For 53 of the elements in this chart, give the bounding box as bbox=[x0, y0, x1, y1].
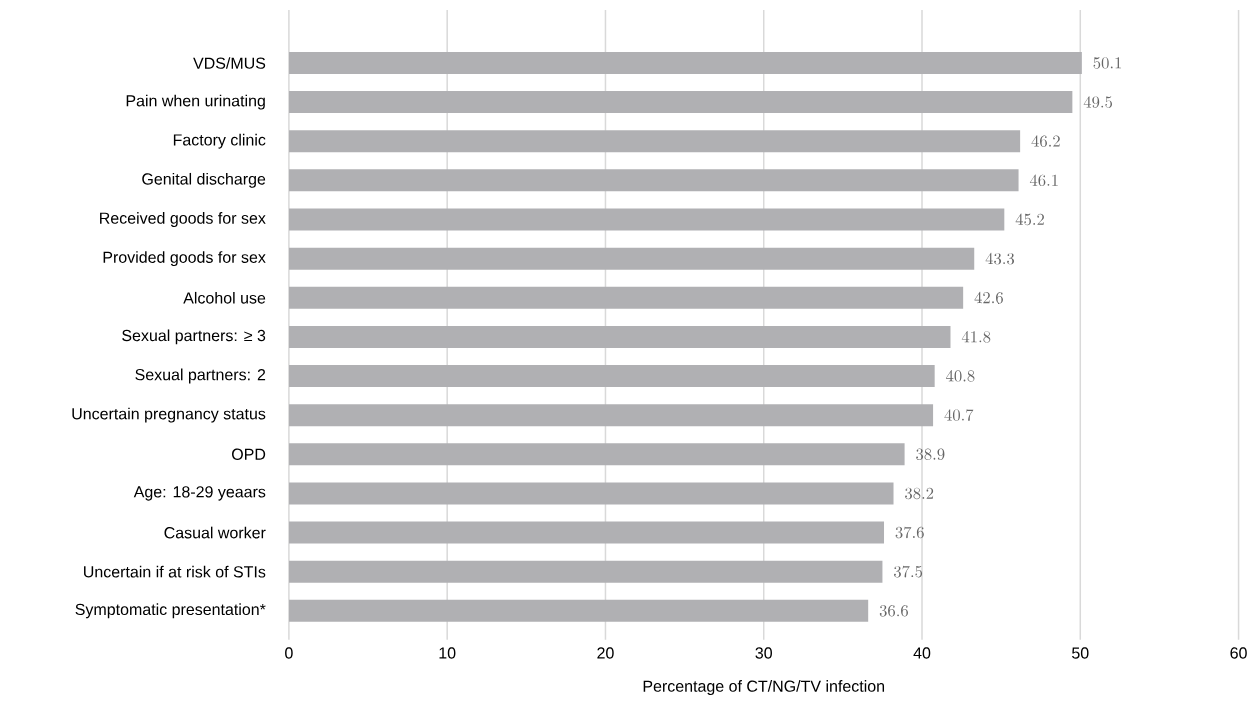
y-tick-label: Received goods for sex bbox=[100, 212, 266, 228]
data-label: 38.2 bbox=[905, 487, 934, 500]
bar bbox=[288, 560, 883, 583]
x-tick-label: 60 bbox=[1230, 647, 1247, 659]
x-axis-title: Percentage of CT/NG/TV infection bbox=[643, 680, 885, 696]
bar bbox=[288, 521, 885, 544]
bar bbox=[288, 443, 905, 466]
y-tick-label: Symptomatic presentation* bbox=[75, 603, 266, 619]
data-label: 37.5 bbox=[894, 565, 923, 578]
bar bbox=[288, 52, 1082, 75]
y-tick-label: Genital discharge bbox=[142, 173, 266, 188]
data-label: 40.8 bbox=[946, 370, 975, 382]
x-tick-label: 30 bbox=[755, 647, 772, 659]
bar bbox=[288, 169, 1019, 192]
bar bbox=[288, 404, 934, 427]
y-tick-label: Pain when urinating bbox=[126, 94, 265, 110]
x-tick-label: 20 bbox=[597, 647, 614, 659]
data-label: 50. 1 bbox=[1093, 57, 1122, 69]
data-label: 38.9 bbox=[916, 448, 945, 461]
x-tick-label: 40 bbox=[913, 647, 931, 659]
y-tick-label: Alcohol use bbox=[183, 292, 266, 304]
y-tick-label: Sexual partners: 2 bbox=[135, 368, 266, 384]
data-label: 40.7 bbox=[944, 409, 974, 421]
y-tick-label: Age: 18-29 yeaars bbox=[133, 486, 266, 501]
bar bbox=[288, 326, 951, 349]
bar bbox=[288, 247, 975, 270]
bar bbox=[288, 365, 935, 388]
y-tick-label: Provided goods for sex bbox=[103, 251, 266, 267]
bar bbox=[288, 130, 1021, 153]
bar bbox=[288, 91, 1073, 114]
y-tick-label: Casual worker bbox=[164, 526, 266, 539]
y-tick-label: Uncertain if at risk of STIs bbox=[84, 565, 266, 578]
y-tick-label: OPD bbox=[232, 448, 266, 461]
data-label: 43.3 bbox=[985, 252, 1015, 265]
y-tick-label: Uncertain pregnancy status bbox=[72, 407, 266, 423]
data-label: 42.6 bbox=[974, 291, 1003, 304]
data-label: 46. 1 bbox=[1029, 174, 1058, 187]
x-tick-label: 0 bbox=[285, 647, 293, 659]
bar bbox=[288, 208, 1005, 231]
y-tick-label: Sexual partners: ≥ 3 bbox=[122, 329, 266, 345]
bar bbox=[288, 286, 964, 309]
data-label: 37.6 bbox=[895, 526, 924, 539]
y-tick-label: VDS/MUS bbox=[193, 57, 266, 69]
data-label: 46.2 bbox=[1031, 135, 1060, 148]
data-label: 36.6 bbox=[879, 605, 908, 617]
bar bbox=[288, 482, 894, 505]
x-tick-label: 10 bbox=[439, 647, 456, 659]
data-label: 41 .8 bbox=[961, 331, 991, 343]
x-tick-label: 50 bbox=[1072, 647, 1089, 659]
y-tick-label: Factory clinic bbox=[173, 133, 266, 149]
data-label: 49.5 bbox=[1083, 96, 1113, 108]
bar bbox=[288, 599, 869, 622]
data-label: 45.2 bbox=[1015, 213, 1044, 226]
